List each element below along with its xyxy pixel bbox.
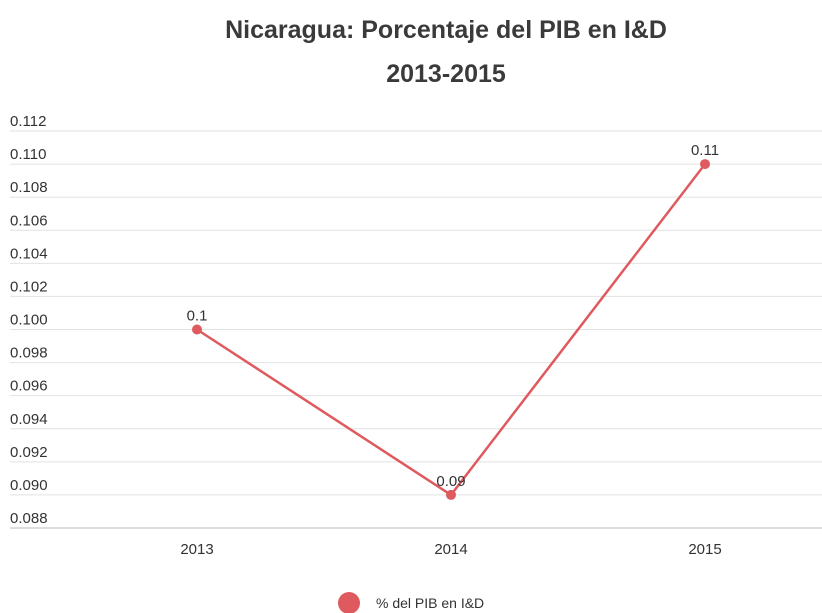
- y-tick-label: 0.096: [10, 378, 48, 395]
- y-tick-label: 0.110: [10, 146, 46, 163]
- legend-marker: [338, 592, 360, 613]
- data-label: 0.09: [436, 473, 465, 490]
- legend-label: % del PIB en I&D: [376, 595, 484, 611]
- x-tick-label: 2015: [688, 541, 721, 558]
- y-tick-label: 0.092: [10, 444, 48, 461]
- y-tick-label: 0.108: [10, 179, 48, 196]
- y-tick-label: 0.112: [10, 113, 46, 130]
- x-tick-label: 2013: [180, 541, 213, 558]
- y-tick-label: 0.090: [10, 477, 48, 494]
- y-tick-label: 0.094: [10, 411, 48, 428]
- data-label: 0.1: [187, 308, 208, 325]
- y-tick-label: 0.104: [10, 245, 48, 262]
- y-tick-label: 0.088: [10, 510, 48, 527]
- y-tick-label: 0.100: [10, 312, 48, 329]
- x-tick-label: 2014: [434, 541, 467, 558]
- y-tick-label: 0.098: [10, 345, 48, 362]
- point: [192, 324, 202, 335]
- y-tick-label: 0.102: [10, 278, 48, 295]
- point: [700, 159, 710, 170]
- chart-subtitle: 2013-2015: [386, 60, 506, 88]
- y-tick-label: 0.106: [10, 212, 48, 229]
- chart-title: Nicaragua: Porcentaje del PIB en I&D: [225, 16, 667, 44]
- data-label: 0.11: [691, 142, 719, 159]
- point: [446, 489, 456, 500]
